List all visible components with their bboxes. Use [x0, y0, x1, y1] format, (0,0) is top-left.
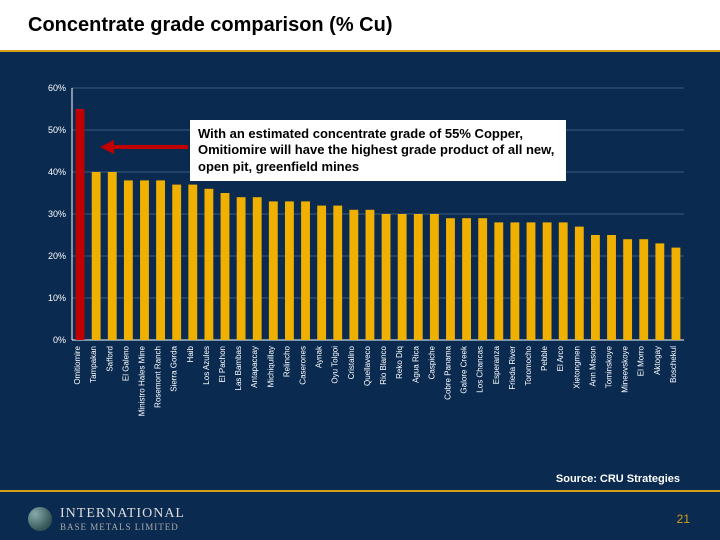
svg-text:Cobre Panama: Cobre Panama [443, 345, 452, 399]
svg-text:Toromocho: Toromocho [524, 345, 533, 385]
page-number: 21 [677, 512, 690, 526]
logo-text: INTERNATIONAL BASE METALS LIMITED [60, 506, 185, 532]
svg-text:Mineevskoye: Mineevskoye [621, 345, 630, 392]
svg-text:Caserones: Caserones [299, 346, 308, 385]
svg-text:50%: 50% [48, 125, 66, 135]
svg-text:Rio Blanco: Rio Blanco [379, 345, 388, 384]
svg-text:0%: 0% [53, 335, 66, 345]
source-label: Source: CRU Strategies [556, 473, 680, 485]
logo-line2: BASE METALS LIMITED [60, 522, 185, 532]
svg-text:El Galeno: El Galeno [121, 345, 130, 381]
svg-text:Sierra Gorda: Sierra Gorda [170, 345, 179, 391]
arrow-line [112, 145, 188, 149]
svg-text:20%: 20% [48, 251, 66, 261]
svg-text:Xietongmen: Xietongmen [572, 346, 581, 389]
svg-text:30%: 30% [48, 209, 66, 219]
svg-text:Michiquillay: Michiquillay [266, 346, 275, 387]
svg-text:Pebble: Pebble [540, 345, 549, 370]
svg-text:Cristalino: Cristalino [347, 345, 356, 379]
svg-text:Rosemont Ranch: Rosemont Ranch [154, 346, 163, 408]
svg-text:Aktogay: Aktogay [653, 346, 662, 375]
svg-text:Las Bambas: Las Bambas [234, 346, 243, 390]
slide-title: Concentrate grade comparison (% Cu) [28, 14, 393, 37]
slide: Concentrate grade comparison (% Cu) 0% 10… [0, 0, 720, 540]
svg-text:El Arco: El Arco [556, 345, 565, 371]
company-logo: INTERNATIONAL BASE METALS LIMITED [28, 506, 185, 532]
svg-text:Ministro Hales Mine: Ministro Hales Mine [137, 345, 146, 416]
title-underline [0, 50, 720, 52]
svg-text:Caspiche: Caspiche [427, 345, 436, 379]
svg-text:Los Chancas: Los Chancas [476, 346, 485, 393]
svg-text:Tominskoye: Tominskoye [605, 345, 614, 388]
highlight-arrow [100, 140, 188, 154]
svg-text:Boschekul: Boschekul [669, 346, 678, 383]
svg-text:40%: 40% [48, 167, 66, 177]
svg-text:10%: 10% [48, 293, 66, 303]
svg-text:Reko Diq: Reko Diq [395, 346, 404, 379]
svg-text:60%: 60% [48, 83, 66, 93]
svg-text:El Pachon: El Pachon [218, 346, 227, 382]
svg-text:Haib: Haib [186, 345, 195, 362]
svg-text:Quellaveco: Quellaveco [363, 345, 372, 386]
svg-text:Tampakan: Tampakan [89, 346, 98, 383]
svg-text:El Morro: El Morro [637, 345, 646, 376]
svg-text:Oyu Tolgoi: Oyu Tolgoi [331, 346, 340, 384]
svg-text:Aynak: Aynak [315, 345, 324, 368]
svg-text:Relincho: Relincho [282, 345, 291, 377]
svg-text:Galore Creek: Galore Creek [460, 345, 469, 394]
svg-text:Ann Mason: Ann Mason [588, 346, 597, 386]
logo-line1: INTERNATIONAL [60, 506, 185, 522]
svg-text:Los Azules: Los Azules [202, 346, 211, 385]
title-band: Concentrate grade comparison (% Cu) [0, 0, 720, 50]
svg-text:Safford: Safford [105, 346, 114, 372]
svg-text:Antapaccay: Antapaccay [250, 346, 259, 388]
footer-divider [0, 490, 720, 492]
callout-box: With an estimated concentrate grade of 5… [190, 120, 566, 181]
svg-text:Frieda River: Frieda River [508, 346, 517, 390]
svg-text:Agua Rica: Agua Rica [411, 345, 420, 382]
svg-text:Omitiomire: Omitiomire [73, 345, 82, 384]
svg-text:Esperanza: Esperanza [492, 345, 501, 384]
logo-mark-icon [28, 507, 52, 531]
